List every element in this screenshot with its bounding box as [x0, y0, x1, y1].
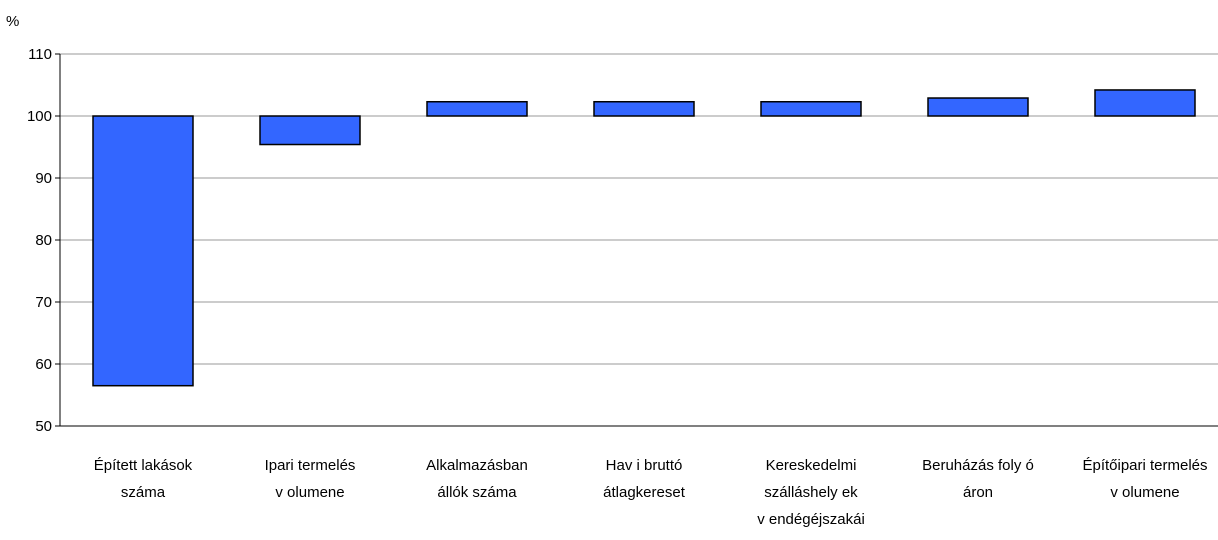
y-tick-label: 110	[28, 46, 52, 63]
x-tick-label-line: Épített lakások	[94, 457, 193, 474]
x-tick-label-line: Alkalmazásban	[426, 457, 528, 474]
y-tick-labels: 50 60 70 80 90 100 110	[27, 46, 52, 435]
x-tick-label-line: Hav i bruttó	[606, 457, 683, 474]
x-tick-label-line: áron	[963, 484, 993, 501]
y-tick-label: 50	[35, 418, 52, 435]
bar	[927, 97, 1029, 117]
bar	[92, 115, 194, 387]
bar	[593, 100, 695, 117]
y-tick-label: 60	[35, 356, 52, 373]
x-tick-label-line: Építőipari termelés	[1082, 457, 1207, 474]
y-tick-label: 90	[35, 170, 52, 187]
x-tick-label: Ipari termelés v olumene	[265, 457, 356, 501]
bar	[1094, 89, 1196, 117]
axes	[55, 53, 1218, 427]
x-tick-labels: Épített lakások száma Ipari termelés v olum…	[94, 457, 1208, 528]
y-unit-label: %	[6, 13, 19, 30]
x-tick-label-line: Ipari termelés	[265, 457, 356, 474]
x-tick-label-line: v olumene	[275, 484, 344, 501]
x-tick-label-line: száma	[121, 484, 166, 501]
y-tick-label: 80	[35, 232, 52, 249]
x-tick-label: Alkalmazásban állók száma	[426, 457, 528, 501]
x-tick-label-line: v olumene	[1110, 484, 1179, 501]
bar	[259, 115, 361, 146]
y-tick-label: 70	[35, 294, 52, 311]
x-tick-label-line: v endégéjszakái	[757, 511, 865, 528]
x-tick-label: Építőipari termelés v olumene	[1082, 457, 1207, 501]
bars	[92, 89, 1196, 387]
y-tick-label: 100	[27, 108, 52, 125]
x-tick-label: Kereskedelmi szálláshely ek v endégéjszaká…	[757, 457, 865, 528]
x-tick-label: Épített lakások száma	[94, 457, 193, 501]
x-tick-label: Beruházás foly ó áron	[922, 457, 1034, 501]
x-tick-label: Hav i bruttó átlagkereset	[603, 457, 686, 501]
x-tick-label-line: állók száma	[437, 484, 517, 501]
gridlines	[60, 53, 1218, 365]
bar	[426, 100, 528, 117]
x-tick-label-line: Kereskedelmi	[766, 457, 857, 474]
x-tick-label-line: átlagkereset	[603, 484, 686, 501]
bar	[760, 100, 862, 117]
x-tick-label-line: Beruházás foly ó	[922, 457, 1034, 474]
x-tick-label-line: szálláshely ek	[764, 484, 858, 501]
